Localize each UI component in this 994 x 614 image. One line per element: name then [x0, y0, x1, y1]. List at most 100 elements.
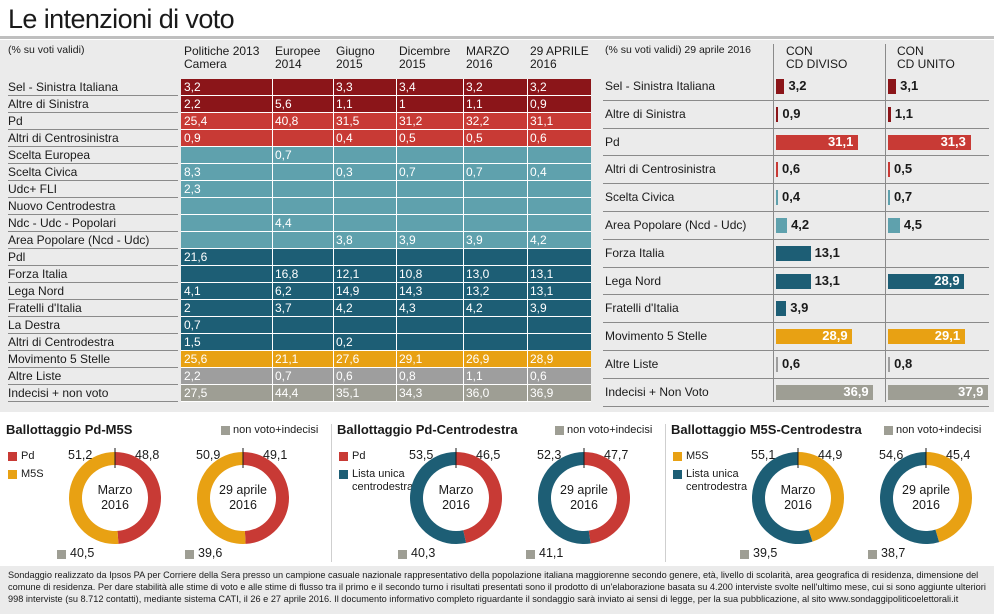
- cell-value: 0,7: [399, 165, 416, 179]
- row-rule: [8, 401, 178, 402]
- cell-value: 31,1: [530, 114, 554, 128]
- cell-value: 16,8: [275, 267, 299, 281]
- bar-label: Scelta Civica: [605, 190, 675, 205]
- cell-value: 3,2: [184, 80, 201, 94]
- bar-b: [888, 329, 965, 345]
- bar-rule: [603, 127, 989, 129]
- bar-value-a: 0,6: [782, 161, 801, 177]
- nonvoto-legend: non voto+indecisi: [233, 424, 319, 436]
- bar-value-a: 36,9: [843, 383, 869, 399]
- legend-label: Pd: [21, 450, 35, 462]
- ballottaggi-section: Ballottaggio Pd-M5S non voto+indecisi Pd M5…: [0, 414, 994, 564]
- row-separator: [181, 248, 591, 249]
- cell-value: 34,3: [399, 386, 423, 400]
- title-rule: [0, 36, 994, 39]
- cell-value: 4,2: [466, 301, 483, 315]
- row-rule: [8, 231, 178, 232]
- row-band: [181, 198, 591, 215]
- cell-value: 3,7: [275, 301, 292, 315]
- donut-slice-left: [197, 452, 246, 544]
- bar-a: [776, 384, 874, 400]
- row-band: [181, 113, 591, 130]
- row-rule: [8, 350, 178, 351]
- bar-value-a: 3,2: [788, 78, 807, 93]
- donut-right-value: 45,4: [946, 448, 971, 462]
- row-band: [181, 317, 591, 334]
- bar-label: Sel - Sinistra Italiana: [605, 79, 716, 93]
- cell-value: 13,1: [530, 284, 554, 298]
- bar-a: [776, 301, 787, 317]
- bar-label: Altri di Centrosinistra: [605, 162, 716, 177]
- donut-chart: [197, 448, 290, 544]
- nonvoto-value: 40,5: [70, 546, 95, 560]
- row-separator: [181, 316, 591, 317]
- bar-value-b: 0,8: [894, 356, 913, 371]
- row-band: [181, 249, 591, 266]
- row-separator: [181, 214, 591, 215]
- footer-note: Sondaggio realizzato da Ipsos PA per Cor…: [0, 566, 994, 614]
- cell-value: 25,4: [184, 114, 208, 128]
- column-header: Politiche 2013 Camera: [184, 44, 260, 71]
- bar-value-b: 29,1: [934, 328, 961, 344]
- row-band: [181, 334, 591, 351]
- row-band: [181, 283, 591, 300]
- bar-value-a: 13,1: [814, 272, 840, 288]
- cell-value: 1,1: [336, 97, 353, 111]
- bar-value-b: 31,3: [940, 133, 966, 149]
- row-band: [181, 130, 591, 147]
- row-label: Altre Liste: [8, 369, 62, 383]
- donut-chart: [538, 448, 630, 544]
- row-label: Scelta Civica: [8, 165, 78, 179]
- nonvoto-value: 41,1: [539, 546, 564, 560]
- row-band: [181, 266, 591, 283]
- cell-value: 4,4: [275, 216, 292, 230]
- bar-value-a: 4,2: [791, 217, 810, 232]
- cell-value: 35,1: [336, 386, 360, 400]
- cell-value: 0,4: [336, 131, 353, 145]
- bar-label: Altre di Sinistra: [605, 106, 686, 121]
- row-rule: [8, 197, 178, 198]
- cell-value: 36,0: [466, 386, 490, 400]
- bar-label: Lega Nord: [605, 273, 662, 288]
- bar-label: Fratelli d'Italia: [605, 301, 679, 316]
- cell-value: 3,2: [530, 80, 547, 94]
- row-label: Fratelli d'Italia: [8, 301, 82, 315]
- cell-value: 0,7: [275, 369, 292, 383]
- column-header: 29 APRILE 2016: [530, 44, 589, 71]
- bar-value-a: 0,4: [782, 189, 801, 205]
- row-label: Altre di Sinistra: [8, 97, 89, 111]
- bar-a: [776, 245, 811, 261]
- cell-value: 3,4: [399, 80, 416, 94]
- row-label: Indecisi + non voto: [8, 386, 109, 400]
- bar-value-b: 0,7: [894, 189, 913, 205]
- cell-value: 4,2: [336, 301, 353, 315]
- cell-value: 13,1: [530, 267, 554, 281]
- cell-value: 44,4: [275, 386, 299, 400]
- cell-value: 36,9: [530, 386, 554, 400]
- cell-value: 3,9: [530, 301, 547, 315]
- cell-value: 12,1: [336, 267, 360, 281]
- cell-value: 40,8: [275, 114, 299, 128]
- bar-value-b: 0,5: [894, 161, 913, 177]
- column-header: Europee 2014: [275, 44, 321, 71]
- bar-b: [888, 218, 900, 233]
- left-note: (% su voti validi): [8, 44, 85, 56]
- donut-slice-right: [456, 452, 502, 543]
- cell-value: 31,2: [399, 114, 423, 128]
- bar-label: Pd: [605, 134, 620, 149]
- bar-a: [776, 134, 859, 150]
- ballot-title: Ballottaggio Pd-Centrodestra: [337, 422, 518, 437]
- nonvoto-value: 39,5: [753, 546, 778, 560]
- cell-value: 13,0: [466, 267, 490, 281]
- column-separator: [396, 79, 397, 402]
- cell-value: 25,6: [184, 352, 208, 366]
- cell-value: 0,7: [184, 318, 201, 332]
- cell-value: 3,9: [399, 233, 416, 247]
- row-band: [181, 164, 591, 181]
- row-separator: [181, 384, 591, 385]
- donut-left-value: 50,9: [196, 448, 221, 462]
- row-rule: [8, 112, 178, 113]
- row-rule: [8, 129, 178, 130]
- legend-swatch: [339, 452, 348, 461]
- donut-right-value: 47,7: [604, 448, 629, 462]
